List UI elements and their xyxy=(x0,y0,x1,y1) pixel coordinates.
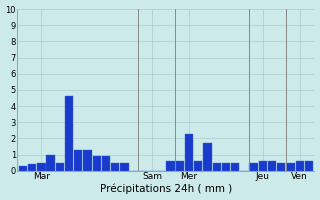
Bar xyxy=(286,163,295,171)
Bar xyxy=(65,96,73,171)
Bar xyxy=(56,163,64,171)
Bar xyxy=(203,143,212,171)
Bar xyxy=(222,163,230,171)
Bar xyxy=(111,163,119,171)
Bar xyxy=(92,156,101,171)
Bar xyxy=(249,163,258,171)
Bar xyxy=(102,156,110,171)
Bar xyxy=(74,150,83,171)
Bar xyxy=(28,164,36,171)
Bar xyxy=(166,161,175,171)
Bar xyxy=(259,161,267,171)
Bar xyxy=(46,155,55,171)
Bar xyxy=(212,163,221,171)
Bar xyxy=(176,161,184,171)
Bar xyxy=(305,161,313,171)
Bar xyxy=(268,161,276,171)
Bar xyxy=(185,134,193,171)
Bar xyxy=(120,163,129,171)
Bar xyxy=(277,163,285,171)
Bar xyxy=(296,161,304,171)
Bar xyxy=(84,150,92,171)
Bar xyxy=(19,166,27,171)
Bar xyxy=(37,163,45,171)
Bar xyxy=(194,161,202,171)
X-axis label: Précipitations 24h ( mm ): Précipitations 24h ( mm ) xyxy=(100,184,232,194)
Bar xyxy=(231,163,239,171)
